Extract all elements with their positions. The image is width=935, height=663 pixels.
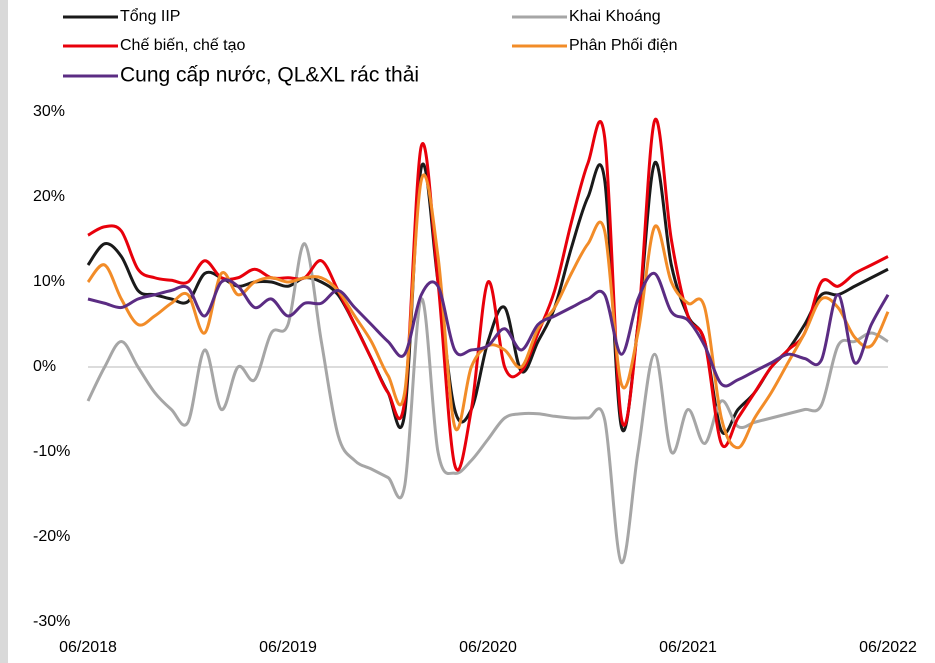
x-tick-label: 06/2022 (859, 639, 917, 656)
legend-label: Chế biến, chế tạo (120, 37, 246, 54)
x-tick-label: 06/2019 (259, 639, 317, 656)
legend-label: Khai Khoáng (569, 8, 661, 25)
y-tick-label: 0% (33, 358, 56, 375)
series-line (86, 160, 889, 435)
y-tick-label: 10% (33, 273, 65, 290)
x-tick-label: 06/2021 (659, 639, 717, 656)
y-tick-label: -20% (33, 528, 70, 545)
x-tick-label: 06/2020 (459, 639, 517, 656)
y-tick-label: -30% (33, 613, 70, 630)
legend-label: Phân Phối điện (569, 37, 678, 54)
series-line (87, 271, 890, 388)
y-tick-label: 20% (33, 188, 65, 205)
legend-label: Tổng IIP (120, 7, 180, 25)
frame-edge (0, 0, 8, 663)
y-tick-label: -10% (33, 443, 70, 460)
series-line (86, 242, 889, 565)
x-tick-label: 06/2018 (59, 639, 117, 656)
series-line (87, 117, 889, 472)
legend-label: Cung cấp nước, QL&XL rác thải (120, 64, 419, 87)
y-tick-label: 30% (33, 103, 65, 120)
